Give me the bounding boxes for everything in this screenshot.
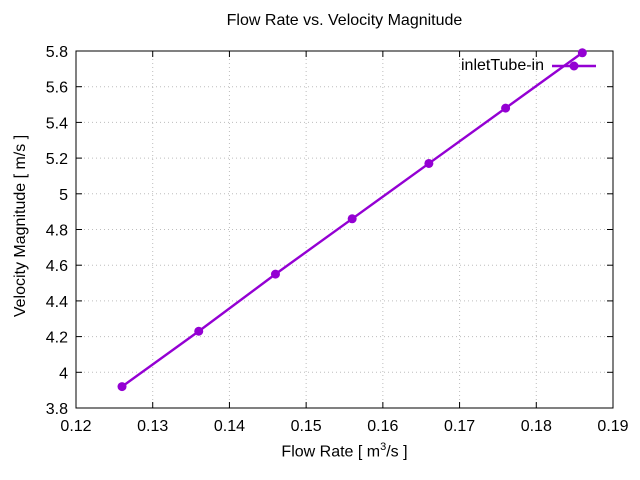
- x-axis-label: Flow Rate [ m3/s ]: [76, 441, 613, 461]
- y-tick-label: 5: [59, 187, 68, 204]
- data-point: [117, 382, 127, 392]
- y-tick-label: 5.8: [46, 44, 68, 61]
- x-tick-label: 0.18: [521, 418, 552, 435]
- data-point: [577, 48, 587, 58]
- y-tick-label: 5.6: [46, 80, 68, 97]
- x-tick-label: 0.13: [137, 418, 168, 435]
- legend-sample-marker: [569, 61, 579, 71]
- x-axis-label-suffix: /s ]: [386, 443, 408, 461]
- chart-title: Flow Rate vs. Velocity Magnitude: [226, 12, 463, 29]
- plot-frame: [75, 50, 614, 409]
- y-tick-label: 4.8: [46, 223, 68, 240]
- data-point: [270, 269, 280, 279]
- legend-line-sample: [552, 61, 596, 71]
- data-point: [424, 158, 434, 168]
- x-tick-label: 0.19: [597, 418, 628, 435]
- data-point: [194, 326, 204, 336]
- x-tick-label: 0.17: [444, 418, 475, 435]
- x-tick-label: 0.12: [60, 418, 91, 435]
- y-axis-label: Velocity Magnitude [ m/s ]: [12, 134, 29, 318]
- x-tick-label: 0.14: [214, 418, 245, 435]
- x-tick-label: 0.16: [367, 418, 398, 435]
- y-tick-label: 4.6: [46, 258, 68, 275]
- x-axis-label-text: Flow Rate [ m: [281, 443, 381, 461]
- y-tick-label: 4.2: [46, 330, 68, 347]
- y-tick-label: 3.8: [46, 401, 68, 418]
- y-tick-label: 4.4: [46, 294, 68, 311]
- x-axis-label-superscript: 3: [380, 441, 387, 453]
- y-tick-label: 5.2: [46, 151, 68, 168]
- legend: inletTube-in: [461, 56, 598, 76]
- data-point: [501, 103, 511, 113]
- data-point: [347, 214, 357, 224]
- y-tick-label: 5.4: [46, 115, 68, 132]
- x-tick-label: 0.15: [291, 418, 322, 435]
- y-tick-label: 4: [59, 365, 68, 382]
- legend-label: inletTube-in: [460, 57, 544, 74]
